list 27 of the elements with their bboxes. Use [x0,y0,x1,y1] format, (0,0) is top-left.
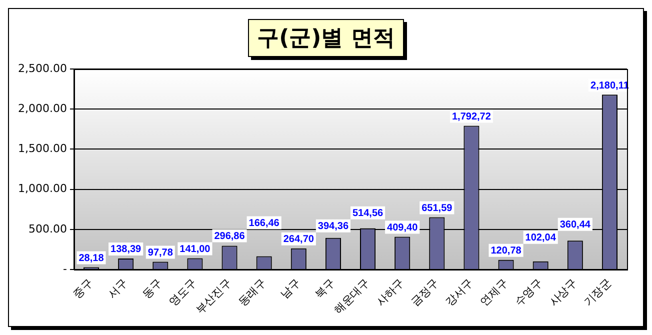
y-tick-label: 2,500.00 [18,62,67,75]
data-label: 409,40 [387,222,418,234]
chart-title: 구(군)별 면적 [248,19,404,57]
data-label: 166,46 [248,218,280,229]
data-label: 1,792,72 [452,111,492,122]
data-label: 360,44 [560,220,591,231]
y-tick-label: - [63,262,67,276]
data-label: 514,56 [352,208,384,220]
data-label: 97,78 [148,247,174,258]
data-label: 651,59 [422,203,453,214]
data-label: 120,78 [490,246,522,257]
data-label: 102,04 [525,232,556,244]
data-label: 296,86 [214,230,246,242]
y-tick-label: 1,000.00 [18,182,67,196]
data-label: 141,00 [180,244,211,255]
data-label: 28,18 [78,253,104,264]
x-tick-label: 서구 [105,276,130,301]
data-label: 394,36 [318,221,349,232]
y-tick-label: 1,500.00 [18,142,67,156]
data-label: 264,70 [283,234,314,246]
x-tick-label: 중구 [70,276,96,301]
data-label: 138,39 [110,244,142,256]
x-tick-label: 남구 [278,276,303,301]
y-tick-label: 2,000.00 [18,102,67,115]
y-tick-label: 500.00 [28,222,67,236]
x-tick-label: 동구 [140,276,165,301]
x-tick-label: 북구 [312,276,338,301]
